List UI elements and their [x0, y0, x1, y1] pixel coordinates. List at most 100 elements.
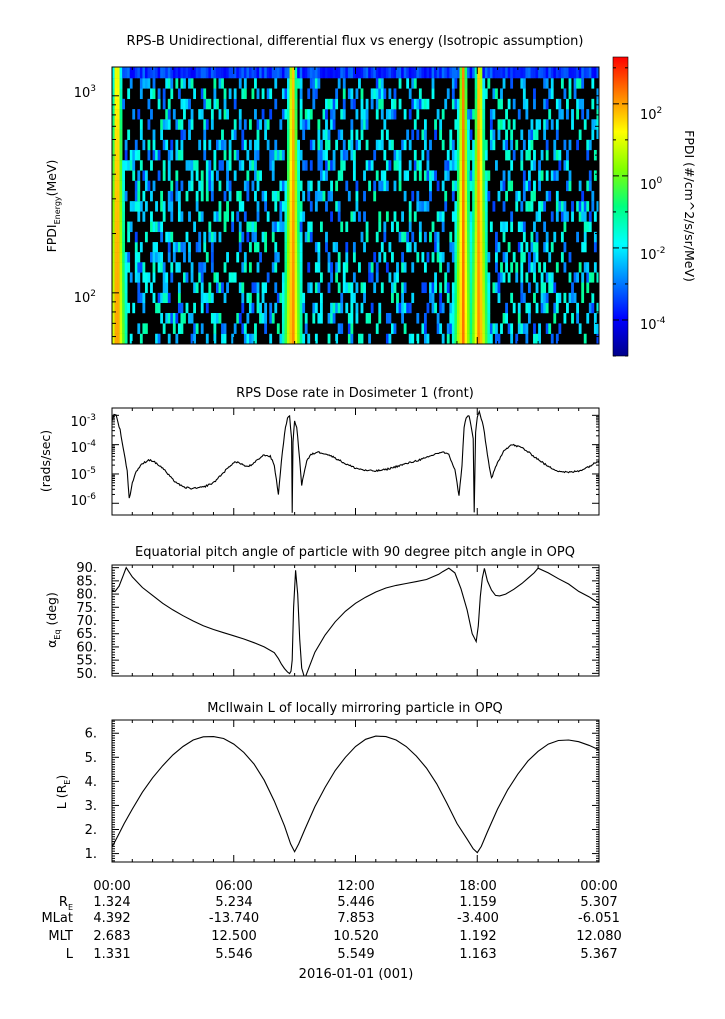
heatmap-cell — [462, 190, 465, 202]
heatmap-cell — [279, 211, 283, 222]
heatmap-cell — [117, 129, 120, 140]
heatmap-cell — [355, 180, 359, 192]
heatmap-cell — [593, 170, 597, 181]
heatmap-cell — [378, 180, 382, 192]
heatmap-cell — [467, 129, 470, 140]
heatmap-cell — [152, 262, 156, 273]
heatmap-cell — [586, 262, 590, 273]
heatmap-cell — [439, 252, 443, 263]
heatmap-cell — [378, 252, 382, 263]
heatmap-cell — [533, 180, 536, 192]
heatmap-cell — [248, 67, 252, 79]
heatmap-cell — [469, 109, 473, 120]
heatmap-cell — [441, 109, 445, 120]
heatmap-cell — [269, 313, 273, 324]
heatmap-cell — [185, 302, 189, 314]
heatmap-cell — [129, 201, 133, 212]
heatmap-cell — [477, 313, 481, 324]
heatmap-cell — [495, 88, 498, 100]
heatmap-cell — [479, 170, 483, 181]
heatmap-cell — [588, 67, 592, 79]
heatmap-cell — [477, 211, 481, 222]
heatmap-cell — [555, 201, 559, 212]
heatmap-cell — [593, 323, 597, 334]
heatmap-cell — [439, 292, 443, 304]
heatmap-cell — [479, 190, 483, 202]
heatmap-cell — [560, 109, 564, 120]
heatmap-cell — [421, 323, 425, 334]
heatmap-cell — [162, 292, 166, 304]
heatmap-cell — [208, 180, 212, 192]
heatmap-cell — [467, 323, 470, 334]
heatmap-cell — [451, 98, 455, 110]
heatmap-cell — [208, 292, 212, 304]
heatmap-cell — [408, 109, 412, 120]
heatmap-cell — [276, 67, 280, 79]
heatmap-cell — [287, 323, 290, 334]
colorbar-label: FPDI (#/cm^2/s/sr/MeV) — [682, 130, 697, 282]
heatmap-cell — [231, 129, 235, 140]
heatmap-cell — [327, 98, 331, 110]
heatmap-cell — [302, 333, 306, 344]
heatmap-cell — [122, 313, 125, 324]
panel4-axes — [111, 719, 600, 863]
heatmap-cell — [307, 180, 311, 192]
heatmap-cell — [292, 98, 295, 110]
heatmap-cell — [208, 221, 212, 233]
ephem-column-3: 18:00 1.159 -3.400 1.192 1.163 — [457, 879, 499, 962]
heatmap-cell — [358, 211, 361, 222]
heatmap-cell — [160, 190, 164, 202]
heatmap-cell — [172, 323, 176, 334]
heatmap-cell — [474, 282, 478, 294]
heatmap-cell — [538, 201, 541, 212]
heatmap-cell — [474, 170, 478, 181]
heatmap-cell — [256, 170, 260, 181]
heatmap-cell — [183, 129, 186, 140]
heatmap-cell — [281, 313, 285, 324]
heatmap-cell — [355, 109, 359, 120]
heatmap-cell — [152, 139, 156, 151]
heatmap-cell — [365, 98, 369, 110]
heatmap-cell — [469, 302, 473, 314]
heatmap-cell — [487, 252, 491, 263]
heatmap-cell — [454, 201, 458, 212]
heatmap-cell — [533, 190, 536, 202]
heatmap-cell — [236, 67, 240, 79]
heatmap-cell — [117, 282, 120, 294]
heatmap-cell — [274, 190, 278, 202]
heatmap-cell — [198, 262, 202, 273]
y-tick-label: 70. — [76, 614, 97, 629]
heatmap-cell — [294, 109, 298, 120]
heatmap-cell — [469, 292, 473, 304]
heatmap-cell — [112, 180, 115, 192]
heatmap-cell — [522, 252, 526, 263]
ephem-mlt-value: 2.683 — [93, 929, 130, 944]
heatmap-cell — [193, 302, 197, 314]
heatmap-cell — [238, 67, 242, 79]
heatmap-cell — [527, 149, 531, 161]
heatmap-cell — [560, 67, 564, 79]
heatmap-cell — [456, 292, 460, 304]
heatmap-cell — [469, 211, 473, 222]
heatmap-cell — [373, 149, 377, 161]
heatmap-cell — [454, 160, 458, 171]
heatmap-cell — [416, 67, 420, 79]
heatmap-cell — [276, 190, 280, 202]
heatmap-cell — [484, 292, 488, 304]
heatmap-cell — [566, 149, 569, 161]
heatmap-cell — [114, 98, 118, 110]
heatmap-cell — [292, 272, 295, 283]
heatmap-cell — [134, 180, 138, 192]
heatmap-cell — [170, 67, 174, 79]
heatmap-cell — [172, 313, 176, 324]
heatmap-cell — [451, 282, 455, 294]
heatmap-cell — [522, 231, 526, 243]
heatmap-cell — [482, 211, 486, 222]
heatmap-cell — [117, 98, 120, 110]
heatmap-cell — [479, 333, 483, 344]
heatmap-cell — [423, 323, 427, 334]
heatmap-cell — [571, 282, 574, 294]
heatmap-cell — [363, 170, 366, 181]
heatmap-cell — [314, 78, 318, 89]
heatmap-cell — [299, 242, 303, 253]
